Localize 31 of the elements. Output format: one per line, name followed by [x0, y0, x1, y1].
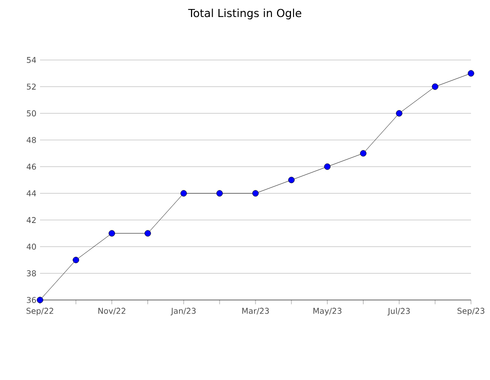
- y-tick-label: 46: [26, 164, 36, 170]
- y-tick-label: 54: [26, 57, 36, 63]
- point: [360, 150, 366, 157]
- point: [180, 190, 187, 197]
- y-tick-label: 36: [26, 296, 36, 304]
- point: [324, 163, 331, 170]
- chart-title: Total Listings in Ogle: [188, 8, 302, 20]
- x-tick-label: May/23: [313, 308, 342, 316]
- point: [396, 110, 402, 117]
- point: [36, 296, 44, 304]
- point: [252, 190, 259, 197]
- point: [288, 176, 295, 184]
- point: [144, 230, 151, 237]
- x-tick-label: Sep/22: [26, 308, 54, 316]
- x-tick-label: Jan/23: [170, 308, 196, 316]
- y-tick-label: 42: [26, 217, 36, 223]
- point: [432, 83, 438, 90]
- y-tick-label: 52: [26, 84, 36, 90]
- x-tick-label: Nov/22: [98, 308, 126, 314]
- y-tick-label: 44: [26, 190, 36, 196]
- point: [468, 70, 474, 77]
- x-tick-label: Sep/23: [458, 308, 484, 316]
- point: [72, 256, 80, 264]
- x-tick-label: Mar/23: [242, 308, 269, 314]
- y-tick-label: 40: [26, 244, 36, 250]
- point: [108, 230, 116, 237]
- y-tick-label: 48: [26, 136, 36, 144]
- y-tick-label: 50: [26, 110, 36, 116]
- point: [216, 190, 223, 197]
- y-tick-label: 38: [26, 270, 36, 276]
- x-tick-label: Jul/23: [387, 308, 410, 316]
